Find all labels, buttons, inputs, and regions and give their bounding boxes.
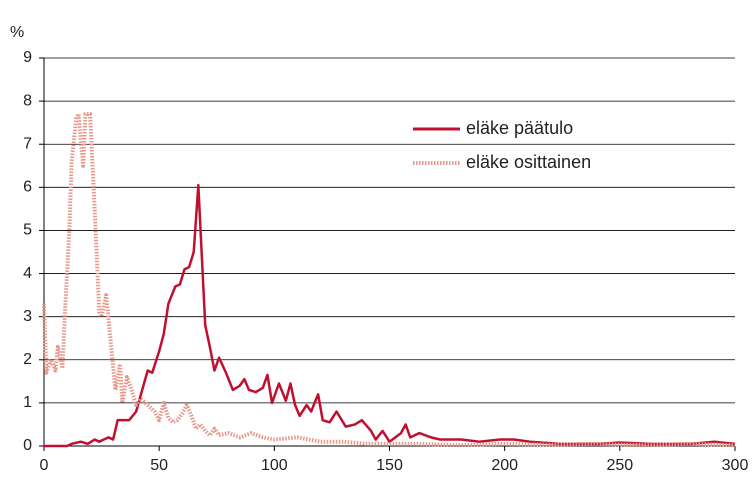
y-tick-label: 2 [23, 351, 32, 368]
y-tick-label: 3 [23, 308, 32, 325]
y-tick-label: 4 [23, 265, 32, 282]
y-tick-label: 0 [23, 437, 32, 454]
y-tick-label: 7 [23, 135, 32, 152]
y-tick-label: 6 [23, 179, 32, 196]
legend-label: eläke osittainen [466, 152, 591, 172]
y-axis-label: % [10, 24, 24, 41]
y-tick-label: 5 [23, 222, 32, 239]
x-tick-label: 200 [491, 457, 518, 474]
y-tick-label: 8 [23, 92, 32, 109]
y-tick-label: 1 [23, 394, 32, 411]
series-line [44, 183, 736, 448]
x-tick-label: 250 [606, 457, 633, 474]
x-tick-label: 100 [261, 457, 288, 474]
series-line [42, 112, 736, 448]
x-tick-label: 300 [722, 457, 749, 474]
x-tick-label: 150 [376, 457, 403, 474]
y-tick-label: 9 [23, 49, 32, 66]
legend-label: eläke päätulo [466, 118, 573, 138]
x-tick-label: 0 [40, 457, 49, 474]
x-tick-label: 50 [150, 457, 168, 474]
